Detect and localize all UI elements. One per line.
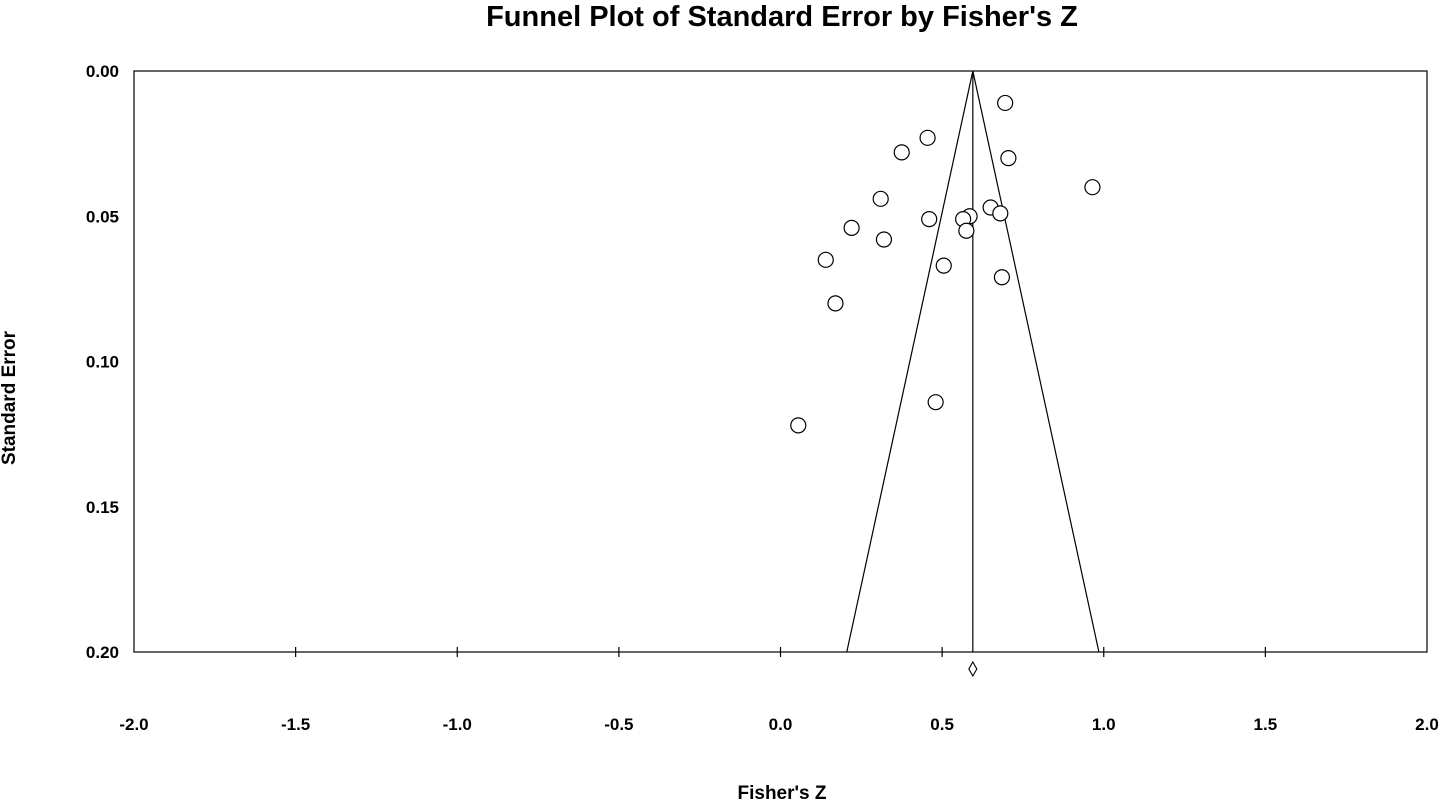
study-point — [935, 257, 952, 274]
y-tick-label: 0.15 — [86, 498, 119, 517]
summary-layer — [968, 660, 978, 678]
x-tick-label: -0.5 — [604, 715, 633, 734]
x-axis-ticks: -2.0 -1.5 -1.0 -0.5 0.0 0.5 1.0 1.5 2.0 — [119, 647, 1439, 734]
study-point — [1084, 179, 1101, 196]
x-tick-label: 2.0 — [1415, 715, 1439, 734]
x-tick-label: -2.0 — [119, 715, 148, 734]
y-axis-label: Standard Error — [0, 330, 20, 465]
study-points — [790, 94, 1101, 434]
study-point — [958, 222, 975, 239]
study-point — [993, 269, 1011, 286]
plot-frame — [133, 70, 1428, 653]
summary-diamond — [968, 660, 978, 678]
study-point — [921, 211, 938, 228]
y-tick-label: 0.00 — [86, 62, 119, 81]
study-point — [872, 190, 889, 207]
funnel-lines — [846, 70, 1100, 653]
funnel-right-line — [972, 70, 1100, 653]
study-point — [1000, 150, 1017, 167]
y-tick-label: 0.05 — [86, 207, 119, 226]
study-point — [790, 417, 807, 434]
study-point — [875, 231, 893, 248]
study-point — [817, 251, 834, 268]
y-tick-label: 0.20 — [86, 643, 119, 662]
study-point — [843, 219, 860, 236]
x-tick-label: -1.5 — [281, 715, 310, 734]
funnel-left-line — [846, 70, 974, 653]
x-tick-label: 0.5 — [930, 715, 954, 734]
x-tick-label: 0.0 — [769, 715, 793, 734]
y-tick-label: 0.10 — [86, 353, 119, 372]
study-point — [919, 129, 936, 146]
study-point — [992, 205, 1009, 222]
y-axis-ticks: 0.00 0.05 0.10 0.15 0.20 — [86, 62, 119, 662]
x-tick-label: 1.5 — [1254, 715, 1278, 734]
study-point — [827, 295, 844, 312]
study-point — [997, 94, 1014, 112]
chart-title: Funnel Plot of Standard Error by Fisher'… — [486, 1, 1078, 33]
study-point — [893, 144, 910, 161]
x-axis-label: Fisher's Z — [738, 783, 827, 800]
x-tick-label: 1.0 — [1092, 715, 1116, 734]
x-tick-label: -1.0 — [443, 715, 472, 734]
study-point — [927, 394, 944, 411]
